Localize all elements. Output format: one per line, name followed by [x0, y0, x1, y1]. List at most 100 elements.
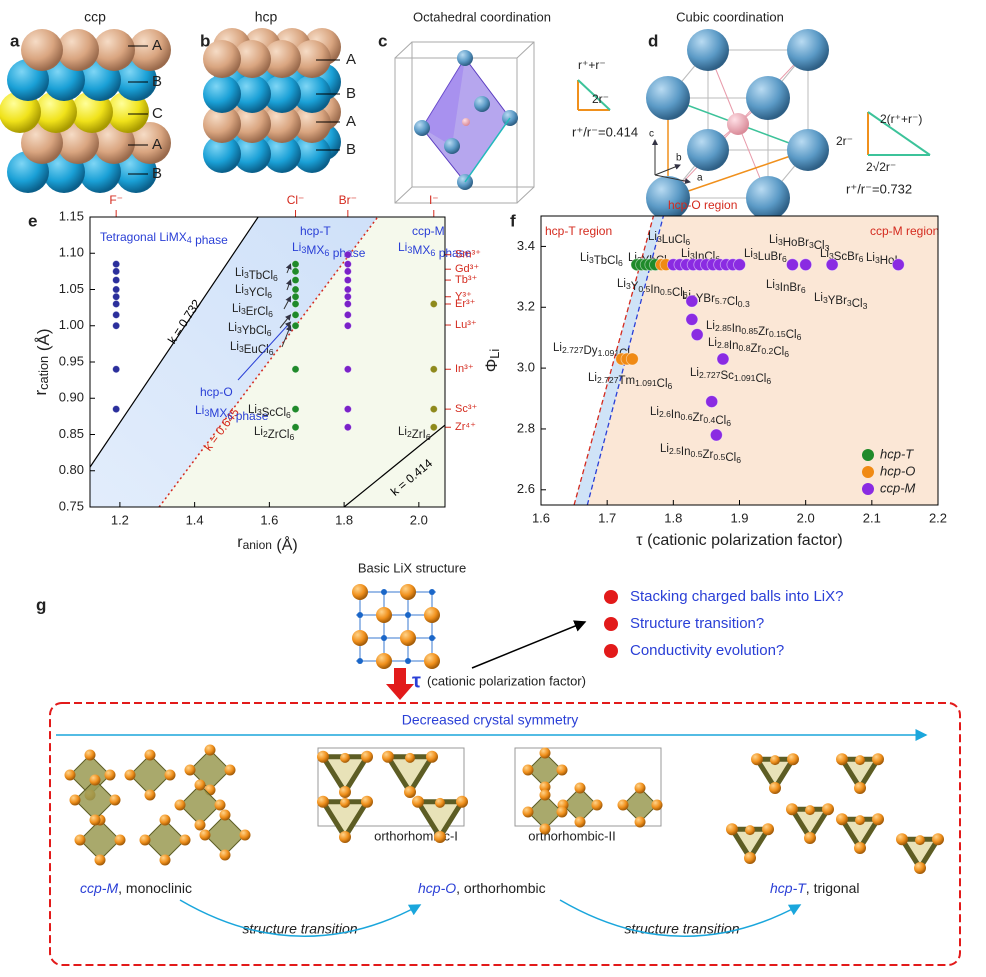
region-label: Tetragonal LiMX4 phase — [100, 230, 228, 247]
bond — [464, 117, 511, 183]
atom — [434, 831, 446, 843]
atom — [746, 76, 790, 120]
atom — [426, 750, 438, 763]
symmetry: , trigonal — [806, 880, 860, 896]
atom — [293, 135, 331, 173]
curved-arrow — [559, 899, 802, 938]
ion-label: Lu³⁺ — [455, 319, 477, 331]
atom — [104, 769, 116, 781]
point — [291, 321, 300, 330]
plot-area — [90, 217, 445, 507]
point — [112, 299, 121, 308]
point — [891, 258, 905, 272]
point — [343, 276, 352, 285]
point — [112, 292, 121, 301]
atom — [107, 91, 149, 133]
x-tick-label: 1.2 — [111, 512, 129, 527]
bullet — [604, 617, 618, 631]
compound-label: Li2.85In0.85Zr0.15Cl6 — [706, 320, 802, 342]
atom — [539, 789, 551, 801]
panel-label: f — [510, 211, 516, 230]
atom — [872, 813, 884, 826]
pointer — [285, 263, 292, 274]
phase: hcp-T — [770, 880, 807, 896]
ccp-region — [587, 216, 938, 505]
atom — [21, 29, 63, 71]
compound-label: Li3TbCl6 — [235, 267, 278, 283]
tau-text: (cationic polarization factor) — [427, 673, 586, 688]
atom — [35, 91, 77, 133]
atom — [522, 806, 534, 818]
atom — [787, 129, 829, 171]
phase: hcp-O — [418, 880, 456, 896]
boundary-line — [158, 217, 379, 507]
atom — [361, 750, 373, 763]
atom — [405, 612, 411, 618]
atom — [293, 105, 331, 143]
atom — [109, 794, 121, 806]
atom — [556, 764, 568, 776]
atom — [233, 75, 271, 113]
atom — [144, 749, 156, 761]
atom — [404, 786, 416, 798]
atom — [293, 75, 331, 113]
x-tick-label: 1.8 — [335, 512, 353, 527]
axis-letter: c — [649, 129, 654, 140]
phase-label: hcp-O, orthorhombic — [418, 880, 546, 896]
atom — [687, 129, 729, 171]
boundary-line — [90, 217, 259, 468]
x-tick-label: 1.6 — [260, 512, 278, 527]
atom — [932, 833, 944, 846]
compound-label: Li3ErCl6 — [232, 303, 273, 319]
bond — [394, 186, 413, 204]
ion-label: I⁻ — [429, 193, 439, 207]
compound-label: Li3Y0.5In0.5Cl6 — [617, 278, 688, 300]
point — [825, 258, 839, 272]
atom — [352, 630, 368, 646]
atom — [787, 29, 829, 71]
compound-label: Li3YCl6 — [235, 284, 272, 300]
atom — [159, 814, 171, 826]
point — [291, 299, 300, 308]
atom — [914, 862, 926, 874]
bond — [654, 174, 691, 184]
ion-label: Tb³⁺ — [455, 274, 478, 286]
atom — [184, 764, 196, 776]
atom — [727, 113, 749, 135]
pointer — [281, 324, 292, 348]
point — [291, 405, 300, 414]
point — [291, 310, 300, 319]
atom — [804, 832, 816, 844]
atom — [89, 774, 101, 786]
point — [716, 352, 730, 366]
pointer — [237, 321, 292, 381]
pointer — [286, 279, 292, 291]
x-tick-label: 1.8 — [664, 510, 682, 525]
atom — [214, 799, 226, 811]
atom — [361, 795, 373, 808]
panel-label: g — [36, 595, 46, 614]
atom — [574, 782, 586, 794]
x-axis-label: ranion (Å) — [237, 534, 297, 554]
atom — [522, 764, 534, 776]
atom — [896, 833, 908, 846]
atom — [239, 829, 251, 841]
layer-label: B — [152, 165, 162, 182]
point — [343, 423, 352, 432]
phase: ccp-M — [80, 880, 118, 896]
ratio-label: r⁺/r⁻=0.414 — [572, 124, 638, 139]
ccp-region — [159, 217, 445, 507]
cell — [317, 747, 465, 827]
symmetry: , monoclinic — [118, 880, 192, 896]
compound-label: Li3InBr6 — [766, 279, 806, 295]
atom — [414, 120, 430, 136]
compound-label: Li2.8In0.8Zr0.2Cl6 — [708, 337, 789, 359]
ion-label: F⁻ — [109, 193, 123, 207]
point — [343, 267, 352, 276]
bond — [667, 149, 809, 199]
atom — [400, 584, 416, 600]
atom — [139, 834, 151, 846]
